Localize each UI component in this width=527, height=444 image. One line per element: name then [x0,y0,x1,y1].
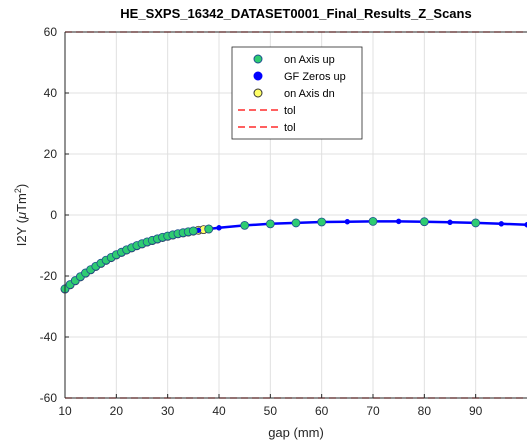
legend-label-gf-zeros-up: GF Zeros up [284,71,346,83]
gf-zeros-up-point [524,222,527,228]
y-tick-label-0: 0 [50,208,57,222]
gf-zeros-up-point [344,218,351,225]
legend-label-tol-lower: tol [284,122,296,134]
x-tick-label-50: 50 [264,404,278,418]
gf-zeros-up-point [395,218,402,225]
on-axis-up-point [419,217,429,227]
y-tick-label--20: -20 [40,269,58,283]
y-tick-label-60: 60 [44,25,58,39]
x-tick-label-80: 80 [418,404,432,418]
y-axis-title-sup: 2 [13,188,23,193]
y-tick-label--60: -60 [40,391,58,405]
legend: on Axis up GF Zeros up on Axis dn tol to… [231,46,363,140]
x-tick-label-70: 70 [366,404,380,418]
x-tick-label-20: 20 [110,404,124,418]
legend-marker-on-axis-dn [253,88,263,98]
on-axis-up-point [265,219,275,229]
x-tick-label-10: 10 [58,404,72,418]
on-axis-up-point [368,217,378,226]
x-tick-label-60: 60 [315,404,329,418]
x-axis-title: gap (mm) [268,425,324,440]
on-axis-up-point [204,224,214,234]
y-axis-title-mu: μ [14,212,29,220]
y-axis-title-prefix: I2Y ( [14,218,29,246]
x-tick-label-30: 30 [161,404,175,418]
legend-label-on-axis-dn: on Axis dn [284,88,335,100]
x-tick-label-90: 90 [469,404,483,418]
x-tick-label-40: 40 [212,404,226,418]
on-axis-up-point [240,220,250,230]
on-axis-up-point [471,218,481,228]
on-axis-up-point [291,218,301,228]
gf-zeros-up-point [498,221,505,227]
gf-zeros-up-point [216,225,222,231]
legend-label-tol-upper: tol [284,105,296,117]
y-axis-title-unit: Tm [14,193,29,212]
on-axis-up-point [188,226,198,236]
y-axis-title-close: ) [14,184,29,188]
legend-label-on-axis-up: on Axis up [284,54,335,66]
y-axis-title: I2Y (μTm2) [13,184,29,246]
y-tick-label--40: -40 [40,330,58,344]
on-axis-up-point [317,217,327,227]
y-tick-label-40: 40 [44,86,58,100]
ticks: 10 20 30 40 50 60 70 80 90 60 40 20 0 -20 -40 -60 [40,25,483,418]
legend-marker-on-axis-up [253,54,263,64]
chart-title: HE_SXPS_16342_DATASET0001_Final_Results_… [120,6,471,21]
y-tick-label-20: 20 [44,147,58,161]
gf-zeros-up-point [447,219,453,226]
legend-marker-gf-zeros-up [253,71,263,81]
data-markers [60,217,527,294]
